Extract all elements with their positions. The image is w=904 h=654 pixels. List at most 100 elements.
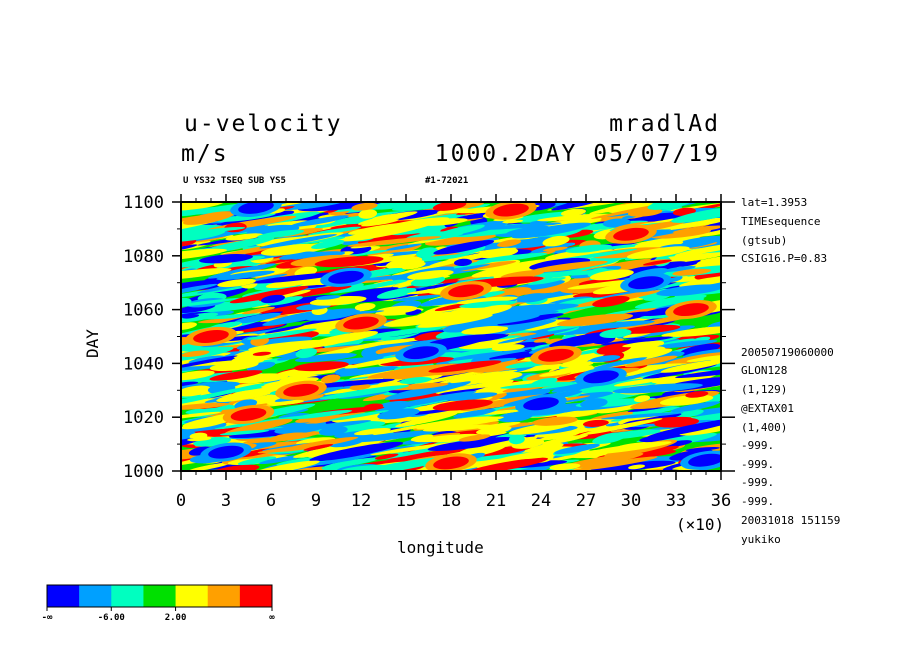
heatmap-streak (399, 377, 432, 384)
colorbar-label: ∞ (269, 613, 275, 623)
heatmap-streak (385, 256, 423, 269)
heatmap-streak (491, 344, 525, 352)
heatmap-streak (375, 305, 418, 315)
heatmap-streak (290, 215, 349, 227)
heatmap-streak (187, 437, 212, 442)
heatmap-streak (252, 351, 272, 356)
heatmap-streak (674, 242, 721, 257)
colorbar-label: -∞ (42, 613, 53, 623)
heatmap-streak (354, 428, 391, 436)
heatmap-streak (433, 240, 495, 255)
heatmap-streak (187, 462, 231, 471)
heatmap-streak (403, 369, 493, 388)
heatmap-streak (651, 375, 683, 384)
info-timestamp: 20050719060000 (741, 346, 834, 359)
heatmap-streak (181, 355, 238, 370)
heatmap-streak (624, 355, 678, 368)
heatmap-streak (628, 464, 646, 470)
heatmap-streak (347, 236, 442, 247)
heatmap-streak (216, 270, 275, 281)
heatmap-streak (476, 425, 512, 435)
heatmap-streak (655, 339, 718, 349)
heatmap-streak (685, 391, 709, 398)
heatmap-streak (181, 297, 192, 307)
heatmap-streak (361, 219, 399, 227)
heatmap-streak (257, 445, 311, 454)
heatmap-streak (461, 326, 509, 335)
heatmap-streak (422, 424, 492, 432)
heatmap-streak (429, 333, 509, 346)
heatmap-streak (229, 286, 309, 304)
heatmap-region (283, 383, 319, 397)
heatmap-streak (181, 381, 199, 387)
heatmap-streak (608, 202, 654, 214)
x-tick-label: 18 (441, 491, 461, 511)
heatmap-streak (436, 208, 471, 214)
heatmap-streak (292, 202, 327, 210)
heatmap-streak (626, 246, 690, 259)
heatmap-streak (612, 383, 703, 394)
heatmap-streak (672, 409, 704, 419)
heatmap-streak (261, 294, 285, 304)
heatmap-streak (480, 346, 536, 358)
colorbar-swatch (207, 585, 241, 607)
heatmap-streak (225, 233, 264, 241)
heatmap-streak (319, 385, 410, 400)
heatmap-streak (352, 325, 447, 340)
heatmap-streak (285, 420, 371, 432)
heatmap-streak (181, 385, 211, 397)
info-user: yukiko (741, 533, 781, 546)
heatmap-streak (181, 244, 198, 251)
heatmap-streak (324, 338, 364, 349)
heatmap-streak (259, 234, 338, 249)
heatmap-streak (234, 312, 281, 324)
heatmap-streak (665, 326, 721, 337)
experiment-label: mradlAd (609, 111, 720, 137)
heatmap-streak (376, 288, 417, 299)
heatmap-streak (545, 248, 617, 262)
heatmap-streak (321, 374, 341, 384)
heatmap-streak (264, 325, 304, 334)
heatmap-streak (217, 278, 256, 288)
heatmap-streak (295, 353, 357, 363)
x-tick-label: 3 (221, 491, 231, 511)
heatmap-streak (442, 320, 494, 333)
chart-title: u-velocity (184, 111, 342, 137)
heatmap-streak (559, 452, 644, 470)
heatmap-streak (582, 419, 609, 427)
heatmap-streak (537, 213, 615, 222)
heatmap-streak (654, 417, 700, 428)
heatmap-region (523, 397, 559, 411)
heatmap-streak (656, 284, 721, 297)
heatmap-streak (199, 313, 263, 320)
y-tick-label: 1080 (123, 247, 164, 267)
heatmap-streak (341, 221, 436, 242)
heatmap-streak (377, 408, 420, 420)
colorbar-swatch (239, 585, 273, 607)
heatmap-streak (589, 355, 621, 363)
heatmap-streak (508, 434, 525, 445)
heatmap-streak (248, 339, 343, 352)
colorbar-frame (46, 584, 273, 608)
heatmap-streak (363, 403, 384, 410)
y-tick-label: 1100 (123, 193, 164, 213)
heatmap-streak (642, 259, 672, 266)
colorbar-swatch (111, 585, 144, 607)
heatmap-streak (241, 306, 275, 315)
heatmap-streak (561, 229, 594, 238)
heatmap-streak (477, 222, 562, 230)
heatmap-streak (383, 311, 465, 327)
info-missing-1: -999. (741, 439, 774, 452)
heatmap-streak (303, 444, 334, 451)
heatmap-streak (556, 313, 634, 327)
info-csig: CSIG16.P=0.83 (741, 252, 827, 265)
heatmap-streak (219, 429, 270, 436)
heatmap-streak (565, 244, 612, 253)
heatmap-streak (295, 347, 318, 359)
heatmap-streak (224, 418, 293, 435)
heatmap-streak (660, 359, 721, 373)
heatmap-streak (497, 328, 572, 344)
heatmap-streak (334, 367, 359, 376)
colorbar-label: -6.00 (98, 613, 125, 623)
